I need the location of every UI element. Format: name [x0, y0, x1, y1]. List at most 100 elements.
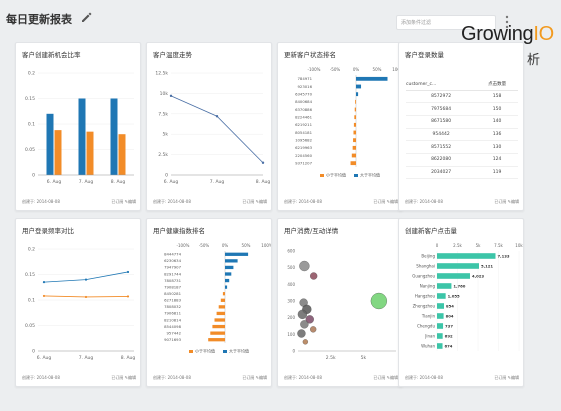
- bar: [214, 318, 225, 322]
- table-cell-id: 8671580: [406, 115, 477, 129]
- category-label: Chengdu: [417, 323, 435, 328]
- bar: [437, 343, 443, 349]
- column-header-count[interactable]: 点击数量: [476, 79, 518, 91]
- subscribe-link[interactable]: 已订阅: [373, 199, 386, 204]
- category-label: Hangzhou: [415, 293, 436, 298]
- category-label: Guangzhou: [412, 273, 435, 278]
- legend-swatch: [189, 350, 193, 353]
- y-tick-label: 300: [287, 299, 295, 304]
- subscribe-link[interactable]: 已订阅: [494, 375, 507, 380]
- y-tick-label: 12.5k: [155, 71, 168, 77]
- category-label: 8210814: [164, 317, 181, 322]
- bar: [355, 99, 356, 104]
- edit-link[interactable]: 编辑: [390, 375, 398, 380]
- x-tick-label: 100%: [392, 67, 402, 72]
- bar: [118, 134, 126, 175]
- subscribe-link[interactable]: 已订阅: [373, 375, 386, 380]
- edit-link[interactable]: 编辑: [128, 375, 136, 380]
- data-point: [42, 281, 46, 284]
- bar: [437, 293, 446, 299]
- card-login-frequency[interactable]: 用户登录频率对比 0 0.05 0.1 0.15 0.2 6. Aug 7. Aug 8. A…: [15, 218, 141, 387]
- created-label: 创建于:: [405, 199, 419, 204]
- bar-chart: 0 2.5k 5k 7.5k 10k Beijing 7,133 Shanghai 5,121 G…: [412, 243, 523, 351]
- created-date: 2014-08-08: [167, 199, 191, 204]
- category-label: Shanghai: [416, 263, 435, 268]
- bar: [218, 305, 225, 309]
- category-label: 6219211: [295, 122, 312, 127]
- card-consumption-detail[interactable]: 用户消费/互动详情 0 100 200 300 400 500 600 2.5k 5k 创建于:…: [277, 218, 403, 387]
- created-label: 创建于:: [284, 199, 298, 204]
- edit-link[interactable]: 编辑: [511, 199, 519, 204]
- data-point: [310, 326, 317, 333]
- more-menu-icon[interactable]: [503, 14, 511, 30]
- category-label: 6345770: [295, 91, 312, 96]
- bar: [208, 338, 225, 342]
- category-label: 8400684: [295, 99, 312, 104]
- diverging-bar-chart: -100% -50% 0% 50% 100% 784971 923016 6345770 840…: [295, 67, 402, 178]
- table-header-row: customer_c... 点击数量: [406, 79, 518, 91]
- created-date: 2014-08-08: [36, 375, 60, 380]
- table-row[interactable]: 7975684 150: [406, 102, 518, 116]
- edit-link[interactable]: 编辑: [259, 199, 267, 204]
- subscribe-link[interactable]: 已订阅: [111, 199, 124, 204]
- category-label: Nanjing: [420, 283, 436, 288]
- category-label: Wuhan: [421, 343, 435, 348]
- subscribe-link[interactable]: 已订阅: [111, 375, 124, 380]
- filter-input[interactable]: 添加条件过滤: [396, 15, 496, 30]
- data-point: [126, 295, 130, 298]
- card-status-ranking[interactable]: 更新客户状态排名 -100% -50% 0% 50% 100% 784971 923016 6…: [277, 42, 403, 211]
- table-cell-count: 124: [476, 153, 518, 167]
- y-tick-label: 100: [287, 332, 295, 337]
- card-login-count[interactable]: 客户登录数量 customer_c... 点击数量 8572972 158 79756…: [398, 42, 524, 211]
- y-tick-label: 500: [287, 265, 295, 270]
- card-temperature-trend[interactable]: 客户温度走势 0 2.5k 5k 7.5k 10k 12.5k 6. Aug 7. Aug 8.…: [146, 42, 272, 211]
- subscribe-link[interactable]: 已订阅: [242, 375, 255, 380]
- column-header-id[interactable]: customer_c...: [406, 79, 477, 91]
- x-tick-label: -50%: [330, 67, 341, 72]
- x-tick-label: 100%: [261, 243, 271, 248]
- subscribe-link[interactable]: 已订阅: [242, 199, 255, 204]
- created-date: 2014-08-08: [298, 375, 322, 380]
- card-opportunity-ratio[interactable]: 客户创建新机会比率 0 0.05 0.1 0.15 0.2 6. Aug 7. Aug 8. …: [15, 42, 141, 211]
- legend-swatch: [223, 350, 227, 353]
- legend-swatch: [354, 174, 358, 177]
- bar: [353, 138, 356, 143]
- edit-link[interactable]: 编辑: [390, 199, 398, 204]
- y-tick-label: 7.5k: [158, 111, 168, 117]
- category-label: 6219963: [295, 145, 312, 150]
- subscribe-link[interactable]: 已订阅: [494, 199, 507, 204]
- table-cell-count: 136: [476, 128, 518, 142]
- category-label: 8224461: [295, 114, 312, 119]
- bar: [437, 333, 443, 339]
- table-row[interactable]: 2034027 119: [406, 166, 518, 180]
- category-label: 8544098: [164, 324, 181, 329]
- table-row[interactable]: 8571552 130: [406, 140, 518, 154]
- data-label: 854: [446, 303, 454, 308]
- x-tick-label: 5k: [361, 355, 367, 361]
- edit-link[interactable]: 编辑: [511, 375, 519, 380]
- data-label: 4,023: [472, 273, 484, 278]
- y-tick-label: 10k: [160, 91, 169, 97]
- table-cell-id: 7975684: [406, 102, 477, 116]
- category-label: 7906811: [164, 311, 181, 316]
- bar: [350, 161, 356, 166]
- data-table: customer_c... 点击数量 8572972 158 7975684 150 86…: [406, 79, 518, 180]
- y-tick-label: 0.1: [28, 122, 35, 128]
- dashboard-header: 每日更新报表 添加条件过滤: [0, 0, 561, 40]
- category-label: 7947907: [164, 265, 181, 270]
- table-row[interactable]: 954442 136: [406, 128, 518, 142]
- edit-link[interactable]: 编辑: [259, 375, 267, 380]
- pencil-icon[interactable]: [80, 11, 92, 23]
- data-point: [215, 115, 219, 118]
- table-row[interactable]: 8572972 158: [406, 90, 518, 104]
- bar: [222, 292, 225, 296]
- y-tick-label: 200: [287, 315, 295, 320]
- x-tick-label: 10k: [515, 243, 523, 248]
- table-row[interactable]: 8671580 140: [406, 115, 518, 129]
- card-new-customer-clicks[interactable]: 创建新客户点击量 0 2.5k 5k 7.5k 10k Beijing 7,133 Shang…: [398, 218, 524, 387]
- bar: [356, 76, 388, 81]
- x-tick-label: 5k: [476, 243, 482, 248]
- table-row[interactable]: 8622080 124: [406, 153, 518, 167]
- edit-link[interactable]: 编辑: [128, 199, 136, 204]
- card-health-ranking[interactable]: 用户健康指数排名 -100% -50% 0% 50% 100% 8444774623063…: [146, 218, 272, 387]
